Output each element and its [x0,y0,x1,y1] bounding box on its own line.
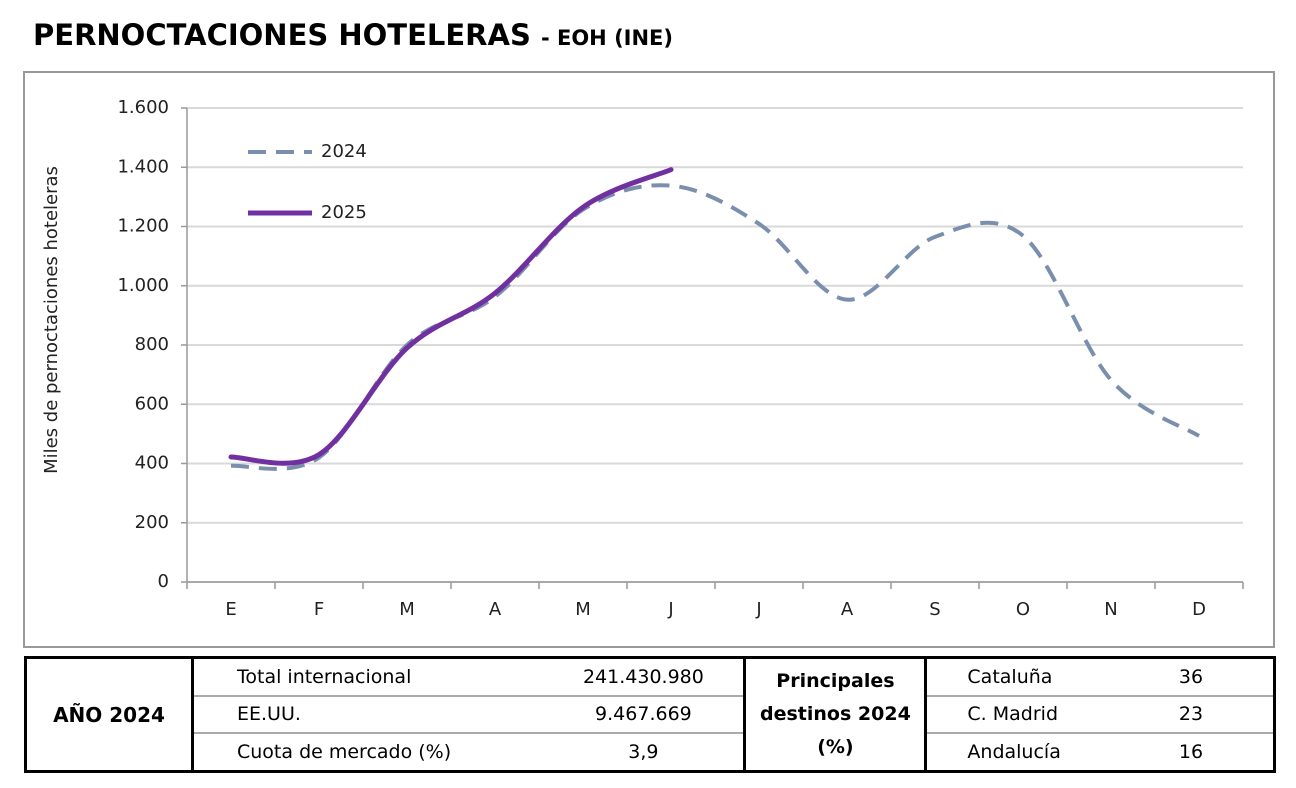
destination-name: Andalucía [967,741,1061,764]
y-tick-label: 400 [135,453,169,474]
destination-value: 16 [1178,741,1204,764]
heading-line: destinos 2024 [760,703,911,725]
x-tick-label: N [1104,599,1117,620]
y-axis-label: Miles de pernoctaciones hoteleras [41,166,62,474]
x-tick-label: M [399,599,415,620]
chart: Miles de pernoctaciones hoteleras 0 200 40… [23,71,1275,648]
destination-name: Cataluña [925,657,1109,697]
x-tick-label: J [755,599,761,620]
x-tick-label: F [314,599,324,620]
row-label: Cuota de mercado (%) [237,741,452,764]
destination-value: 23 [1109,695,1275,735]
chart-subtitle: - EOH (INE) [540,26,673,50]
summary-table: AÑO 2024 Total internacional 241.430.980… [24,656,1276,773]
heading-line: (%) [817,736,854,758]
row-value: 3,9 [543,733,747,772]
x-tick-label: A [841,599,854,620]
row-value: 241.430.980 [543,657,747,697]
legend-label: 2024 [321,141,367,162]
x-tick-label: A [489,599,502,620]
x-tick-label: E [225,599,236,620]
series-line [228,167,674,466]
heading-line: Principales [776,670,895,692]
legend-label: 2025 [321,202,367,223]
y-tick-label: 1.600 [117,97,169,118]
title-block: PERNOCTACIONES HOTELERAS - EOH (INE) [33,18,673,52]
x-tick-label: O [1016,599,1030,620]
y-tick-label: 800 [135,334,169,355]
destination-value: 36 [1109,657,1275,697]
series-line [230,183,1201,471]
table-heading: AÑO 2024 [25,657,194,772]
y-tick-label: 0 [158,571,169,592]
chart-frame [23,71,1275,648]
x-tick-label: D [1192,599,1206,620]
y-tick-label: 1.400 [117,156,169,177]
y-tick-label: 600 [135,393,169,414]
row-value: 9.467.669 [543,695,747,735]
x-tick-label: M [575,599,591,620]
destinations-heading: Principales destinos 2024 (%) [744,657,928,772]
chart-title: PERNOCTACIONES HOTELERAS [33,18,531,52]
y-tick-label: 1.200 [117,216,169,237]
y-tick-label: 1.000 [117,275,169,296]
y-tick-label: 200 [135,512,169,533]
row-label: Total internacional [192,657,544,697]
row-label: EE.UU. [192,695,544,735]
x-tick-label: J [667,599,673,620]
x-tick-label: S [929,599,940,620]
destination-name: C. Madrid [925,695,1109,735]
